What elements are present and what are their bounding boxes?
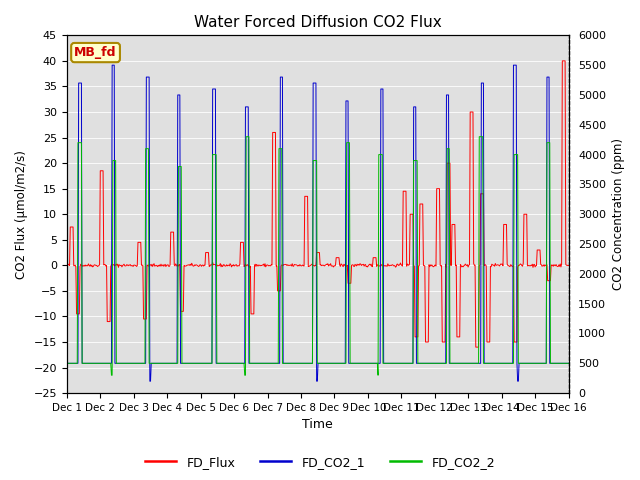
Legend: FD_Flux, FD_CO2_1, FD_CO2_2: FD_Flux, FD_CO2_1, FD_CO2_2 bbox=[140, 451, 500, 474]
Title: Water Forced Diffusion CO2 Flux: Water Forced Diffusion CO2 Flux bbox=[194, 15, 442, 30]
Y-axis label: CO2 Flux (μmol/m2/s): CO2 Flux (μmol/m2/s) bbox=[15, 150, 28, 279]
Text: MB_fd: MB_fd bbox=[74, 46, 117, 59]
X-axis label: Time: Time bbox=[302, 419, 333, 432]
Y-axis label: CO2 Concentration (ppm): CO2 Concentration (ppm) bbox=[612, 138, 625, 290]
